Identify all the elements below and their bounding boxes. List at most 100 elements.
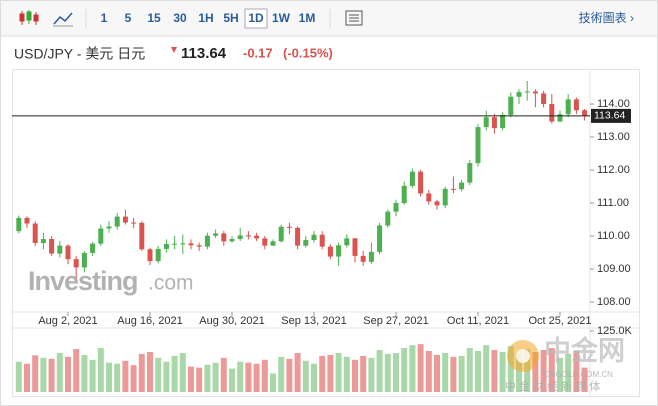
candle-body	[295, 227, 301, 246]
volume-bar	[409, 345, 416, 392]
volume-bar	[40, 357, 47, 392]
volume-bar	[302, 360, 309, 392]
interval-button[interactable]: 1W	[272, 11, 291, 25]
candle-body	[286, 226, 292, 228]
candle-body	[401, 185, 407, 204]
y-tick-label: 108.00	[597, 296, 631, 308]
y-tick-label: 113.00	[597, 131, 630, 143]
settings-icon[interactable]	[345, 10, 363, 26]
candle-body	[360, 255, 366, 262]
candle-body	[237, 235, 243, 240]
candle-body	[196, 245, 202, 247]
candle-body	[180, 243, 186, 245]
candle-body	[49, 239, 55, 254]
volume-bar	[286, 358, 293, 392]
tech-chart-link[interactable]: 技術圖表 ›	[579, 11, 634, 25]
line-icon[interactable]	[53, 12, 73, 27]
volume-bar	[540, 350, 547, 392]
candle-body	[582, 110, 588, 116]
volume-bar	[24, 363, 30, 392]
volume-bar	[15, 361, 22, 392]
candle-body	[434, 201, 440, 206]
candle-body	[573, 99, 579, 111]
volume-bar	[155, 357, 162, 392]
volume-bar	[114, 363, 121, 392]
candle-body	[32, 223, 38, 243]
volume-bar	[294, 352, 301, 392]
candle-body	[278, 226, 284, 242]
last-price-tag	[591, 108, 631, 123]
volume-bar	[335, 352, 342, 392]
candle-body	[377, 225, 383, 252]
candle-body	[204, 235, 210, 247]
last-price: 113.64	[181, 45, 227, 62]
interval-button[interactable]: 5	[125, 11, 132, 25]
interval-selected	[244, 8, 268, 29]
volume-bar	[32, 355, 39, 392]
candle-icon[interactable]	[19, 10, 39, 25]
candle-body	[245, 235, 251, 237]
interval-button[interactable]: 1M	[299, 11, 316, 25]
overlay-title: 中金网	[544, 335, 625, 366]
volume-bar	[147, 351, 153, 392]
volume-bar	[245, 362, 252, 392]
candle-body	[532, 91, 538, 94]
overlay-site: CNGOLD.COM.CN	[544, 370, 613, 379]
volume-bar	[237, 361, 244, 392]
candle-body	[57, 245, 63, 254]
candle-body	[81, 252, 87, 268]
volume-bar	[89, 359, 96, 392]
volume-bar	[573, 351, 580, 392]
candle-body	[221, 233, 227, 242]
volume-bar	[442, 352, 449, 392]
candle-body	[163, 243, 169, 249]
interval-button[interactable]: 15	[147, 11, 161, 25]
last-price-label: 113.64	[594, 110, 625, 122]
candle-body	[172, 243, 178, 245]
x-tick-label: Aug 2, 2021	[38, 315, 97, 327]
candle-body	[426, 193, 432, 202]
volume-bar	[532, 351, 539, 392]
volume-bar	[352, 359, 358, 392]
vol-tick-label: 125.0K	[597, 325, 633, 337]
candle-body	[131, 222, 137, 224]
watermark: .com	[148, 272, 194, 295]
volume-bar	[220, 357, 227, 392]
candle-body	[155, 248, 161, 262]
volume-bar	[565, 353, 572, 392]
change: -0.17	[243, 45, 273, 60]
candle-body	[303, 240, 309, 246]
candle-body	[122, 216, 128, 223]
candle-body	[442, 188, 448, 206]
interval-button[interactable]: 1	[101, 11, 108, 25]
volume-bar	[73, 349, 80, 392]
candle-body	[508, 96, 514, 115]
candle-body	[114, 216, 120, 227]
candle-body	[352, 238, 358, 256]
volume-bar	[360, 355, 367, 392]
plot-frame	[12, 69, 640, 397]
volume-bar	[483, 345, 490, 392]
interval-button[interactable]: 1H	[198, 11, 213, 25]
interval-button[interactable]: 1D	[248, 11, 264, 25]
candle-body	[270, 241, 276, 246]
candle-body	[16, 217, 22, 232]
interval-button[interactable]: 30	[173, 11, 187, 25]
y-tick-label: 109.00	[597, 263, 631, 275]
change-pct: (-0.15%)	[283, 45, 333, 60]
candle-body	[516, 92, 522, 97]
volume-bar	[516, 352, 522, 392]
volume-bar	[343, 356, 350, 392]
x-tick-label: Sep 27, 2021	[363, 315, 428, 327]
volume-bar	[138, 353, 145, 392]
candle-body	[450, 188, 456, 190]
chart-title: USD/JPY - 美元 日元	[14, 46, 145, 62]
volume-bar	[106, 362, 112, 392]
x-tick-label: Sep 13, 2021	[281, 315, 346, 327]
interval-button[interactable]: 5H	[223, 11, 238, 25]
volume-bar	[196, 367, 203, 392]
candle-body	[327, 246, 333, 257]
volume-bar	[434, 354, 440, 392]
